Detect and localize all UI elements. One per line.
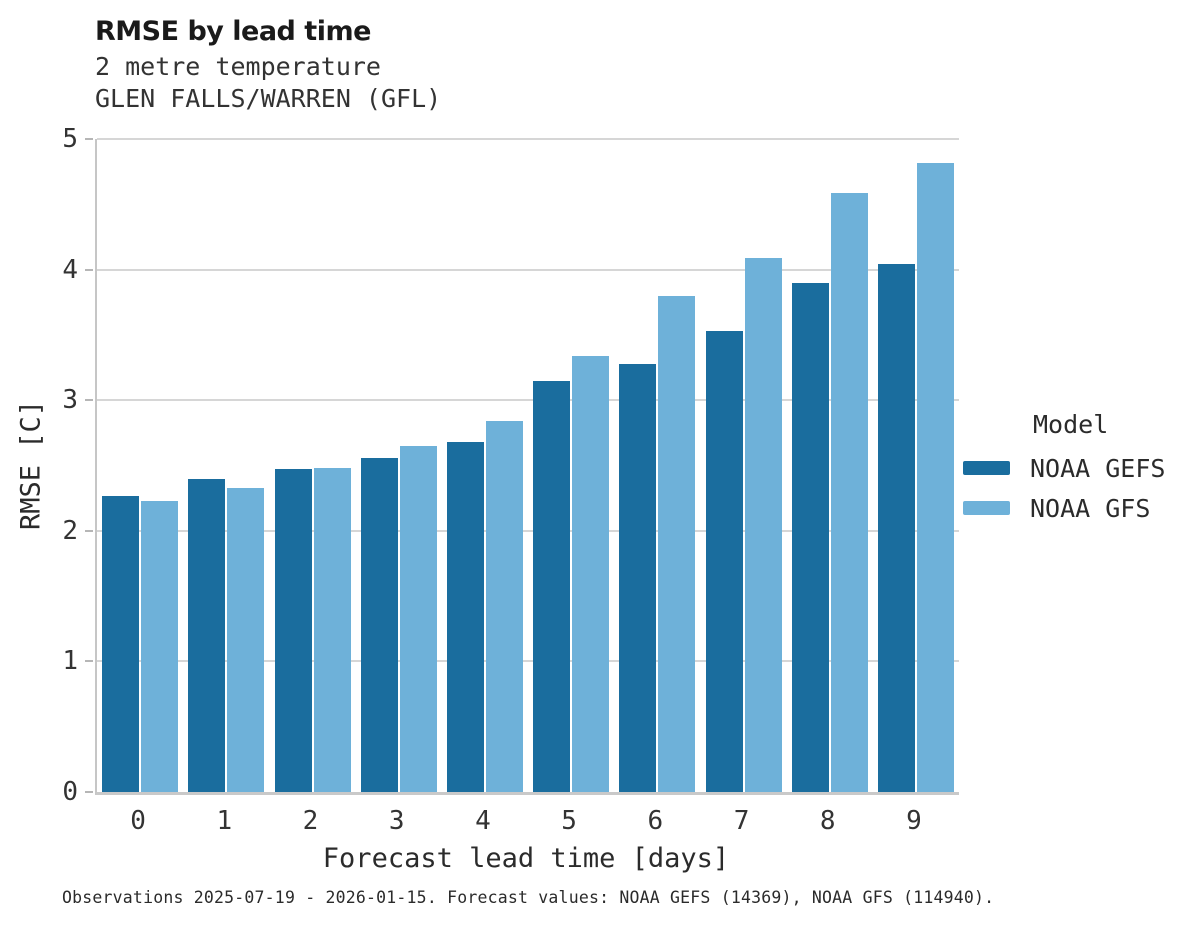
x-axis-tick-labels: 0 1 2 3 4 5 6 7 8 9 <box>95 806 957 836</box>
legend: Model NOAA GEFS NOAA GFS <box>963 410 1165 533</box>
bar-noaa-gfs-day-1 <box>227 487 265 792</box>
bars-layer <box>97 139 959 792</box>
bar-group-day-2 <box>269 139 355 792</box>
bar-noaa-gefs-day-8 <box>791 282 829 792</box>
y-tick-mark-0 <box>85 791 93 793</box>
legend-swatch-noaa-gfs <box>963 501 1010 515</box>
bar-noaa-gfs-day-0 <box>141 500 179 792</box>
y-tick-label-0: 0 <box>62 777 78 807</box>
y-tick-mark-2 <box>85 529 93 532</box>
bar-group-day-0 <box>97 139 183 792</box>
bar-noaa-gfs-day-5 <box>572 355 610 792</box>
legend-item-noaa-gefs: NOAA GEFS <box>963 453 1165 483</box>
x-tick-label-5: 5 <box>561 806 577 836</box>
x-tick-label-9: 9 <box>906 806 922 836</box>
bar-group-day-9 <box>873 139 959 792</box>
bar-noaa-gfs-day-6 <box>658 295 696 792</box>
bar-group-day-5 <box>528 139 614 792</box>
gridline-y-5 <box>97 138 959 140</box>
bar-noaa-gfs-day-9 <box>916 162 954 792</box>
x-tick-label-7: 7 <box>733 806 750 836</box>
bar-group-day-8 <box>787 139 873 792</box>
legend-item-noaa-gfs: NOAA GFS <box>963 493 1165 523</box>
y-tick-mark-3 <box>85 399 93 402</box>
x-tick-label-1: 1 <box>216 806 233 836</box>
chart-title: RMSE by lead time <box>95 16 371 47</box>
y-tick-mark-1 <box>85 660 93 663</box>
bar-noaa-gefs-day-6 <box>619 363 657 792</box>
bar-noaa-gfs-day-8 <box>830 192 868 792</box>
gridline-y-2 <box>97 529 959 532</box>
bar-noaa-gefs-day-2 <box>274 469 312 792</box>
bar-group-day-7 <box>700 139 786 792</box>
bar-group-day-1 <box>183 139 269 792</box>
x-tick-label-4: 4 <box>475 806 491 836</box>
bar-noaa-gefs-day-0 <box>102 495 140 792</box>
chart-subtitle-station: GLEN FALLS/WARREN (GFL) <box>95 84 442 113</box>
x-axis-title: Forecast lead time [days] <box>322 843 730 874</box>
bar-noaa-gefs-day-4 <box>446 442 484 792</box>
bar-noaa-gefs-day-1 <box>188 478 226 792</box>
chart-subtitle-variable: 2 metre temperature <box>95 52 381 81</box>
legend-items: NOAA GEFS NOAA GFS <box>963 453 1165 523</box>
y-tick-label-4: 4 <box>62 254 78 285</box>
x-tick-label-0: 0 <box>130 806 146 836</box>
bar-noaa-gefs-day-9 <box>877 264 915 792</box>
x-tick-label-2: 2 <box>302 806 319 836</box>
y-tick-mark-5 <box>85 138 93 140</box>
gridline-y-3 <box>97 399 959 402</box>
footer-caption: Observations 2025-07-19 - 2026-01-15. Fo… <box>62 888 995 907</box>
x-tick-label-6: 6 <box>647 806 664 836</box>
legend-label-noaa-gefs: NOAA GEFS <box>1030 453 1166 483</box>
bar-noaa-gfs-day-7 <box>744 257 782 792</box>
x-tick-label-3: 3 <box>388 806 405 836</box>
bar-noaa-gfs-day-3 <box>399 445 437 792</box>
plot-area <box>95 138 959 795</box>
bar-noaa-gefs-day-5 <box>533 380 571 792</box>
bar-group-day-6 <box>614 139 700 792</box>
legend-swatch-noaa-gefs <box>963 461 1010 475</box>
gridline-y-4 <box>97 268 959 271</box>
bar-noaa-gfs-day-2 <box>313 468 351 792</box>
y-axis-title: RMSE [C] <box>15 399 47 531</box>
y-tick-label-5: 5 <box>62 124 78 154</box>
bar-noaa-gfs-day-4 <box>485 421 523 792</box>
legend-label-noaa-gfs: NOAA GFS <box>1030 493 1151 523</box>
bar-noaa-gefs-day-7 <box>705 330 743 792</box>
y-tick-mark-4 <box>85 268 93 271</box>
gridline-y-1 <box>97 660 959 663</box>
y-tick-label-1: 1 <box>62 646 78 677</box>
bar-group-day-3 <box>356 139 442 792</box>
legend-title: Model <box>1033 410 1109 439</box>
y-tick-label-2: 2 <box>62 515 78 546</box>
x-tick-label-8: 8 <box>819 806 836 836</box>
y-tick-label-3: 3 <box>62 385 78 416</box>
bar-group-day-4 <box>442 139 528 792</box>
bar-noaa-gefs-day-3 <box>360 457 398 792</box>
